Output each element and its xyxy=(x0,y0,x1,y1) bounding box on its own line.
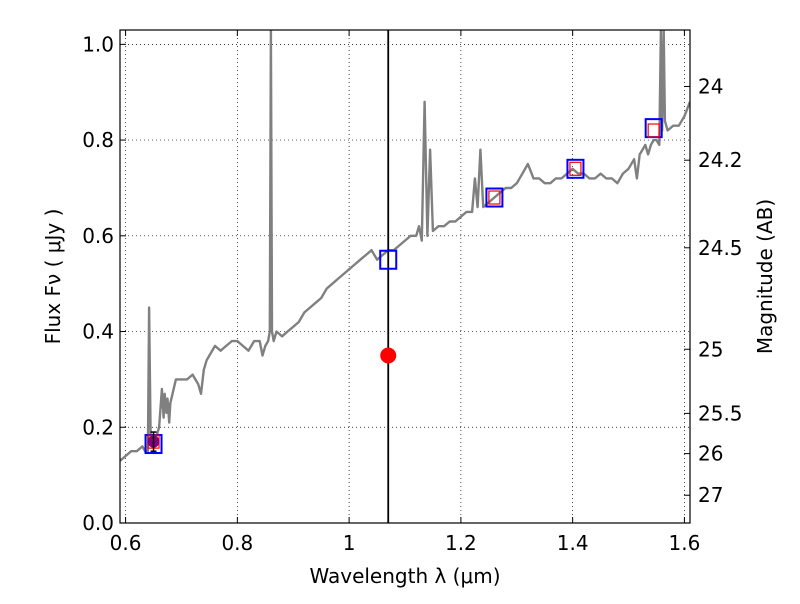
detection-point xyxy=(380,347,397,364)
model-photometry-square xyxy=(566,158,585,179)
right-y-tick-label: 24 xyxy=(698,74,723,98)
x-tick-label: 0.6 xyxy=(110,531,142,555)
x-tick-label: 1 xyxy=(343,531,356,555)
y-tick-label: 0.6 xyxy=(82,224,114,248)
y-tick-label: 0.2 xyxy=(82,415,114,439)
axes-frame xyxy=(119,29,691,524)
y-axis-label: Flux Fν ( μJy ) xyxy=(41,209,65,345)
plot-area xyxy=(120,30,690,523)
axes: 0.6 0.8 1 1.2 1.4 1.6 0.0 0.2 0.4 0.6 0.8 1.0 24 24.2… xyxy=(82,29,743,555)
y-tick-label: 0.4 xyxy=(82,320,114,344)
y-tick-label: 1.0 xyxy=(82,32,114,56)
right-y-tick-label: 24.5 xyxy=(698,236,743,260)
x-tick-label: 1.4 xyxy=(557,531,589,555)
right-y-tick-label: 25.5 xyxy=(698,401,743,425)
x-axis-label: Wavelength λ (μm) xyxy=(309,564,500,588)
observed-photometry-square xyxy=(647,123,660,138)
observed-photometry-square xyxy=(569,161,582,176)
x-tick-label: 1.2 xyxy=(445,531,477,555)
right-y-tick-label: 25 xyxy=(698,337,723,361)
model-photometry-square xyxy=(485,187,504,208)
right-y-axis-label: Magnitude (AB) xyxy=(753,199,777,354)
right-y-tick-label: 27 xyxy=(698,483,723,507)
y-tick-label: 0.8 xyxy=(82,128,114,152)
observed-photometry-square xyxy=(488,190,501,205)
right-y-tick-label: 24.2 xyxy=(698,148,743,172)
model-photometry-square xyxy=(379,249,398,270)
right-y-tick-label: 26 xyxy=(698,442,723,466)
x-tick-label: 1.6 xyxy=(669,531,701,555)
x-tick-label: 0.8 xyxy=(221,531,253,555)
y-tick-label: 0.0 xyxy=(82,511,114,535)
